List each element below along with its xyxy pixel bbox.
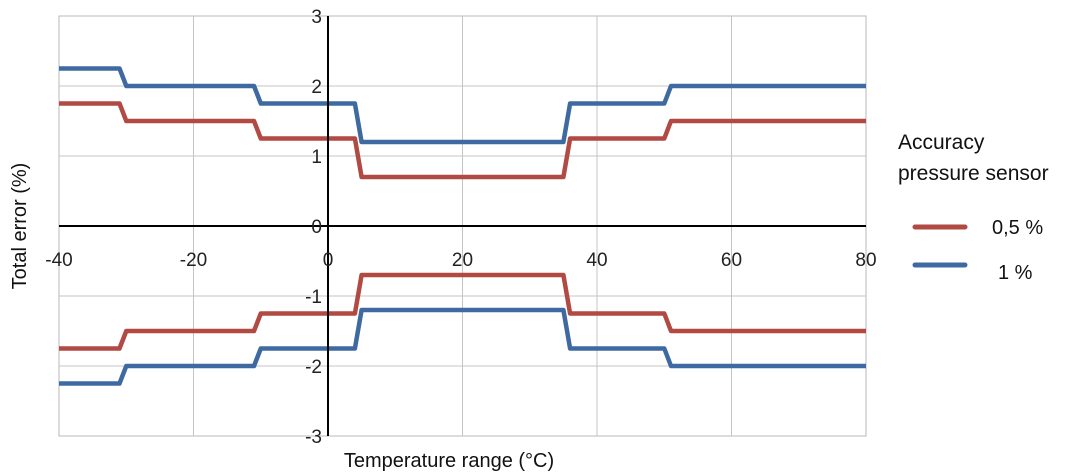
legend-label-0.5-percent: 0,5 % bbox=[992, 217, 1043, 239]
x-tick-label: -40 bbox=[45, 250, 72, 271]
x-axis-title: Temperature range (°C) bbox=[344, 450, 554, 472]
x-tick-label: 40 bbox=[586, 250, 607, 271]
series-layer bbox=[59, 66, 866, 386]
y-tick-label: -3 bbox=[305, 427, 322, 448]
y-tick-label: -1 bbox=[305, 287, 322, 308]
legend-title-line-1: Accuracy bbox=[898, 131, 985, 154]
series-line-1-percent-upper bbox=[59, 66, 866, 145]
x-tick-label: 60 bbox=[721, 250, 742, 271]
series-line-1-percent-lower bbox=[59, 307, 866, 386]
axes bbox=[59, 16, 866, 436]
legend: Accuracy pressure sensor 0,5 % 1 % bbox=[898, 131, 1049, 284]
x-tick-label: 20 bbox=[452, 250, 473, 271]
y-axis-title: Total error (%) bbox=[9, 163, 31, 290]
y-tick-label: 0 bbox=[311, 217, 322, 238]
x-tick-label: 80 bbox=[855, 250, 876, 271]
series-line-0.5-percent-upper bbox=[59, 101, 866, 180]
y-tick-label: 1 bbox=[311, 147, 322, 168]
legend-title-line-2: pressure sensor bbox=[898, 162, 1049, 185]
series-line-0.5-percent-lower bbox=[59, 272, 866, 351]
x-tick-label: -20 bbox=[180, 250, 207, 271]
y-tick-label: 2 bbox=[311, 77, 322, 98]
x-tick-label: 0 bbox=[323, 250, 334, 271]
legend-label-1-percent: 1 % bbox=[998, 262, 1033, 284]
legend-title: Accuracy pressure sensor bbox=[898, 131, 1049, 185]
y-tick-label: 3 bbox=[311, 7, 322, 28]
y-tick-label: -2 bbox=[305, 357, 322, 378]
